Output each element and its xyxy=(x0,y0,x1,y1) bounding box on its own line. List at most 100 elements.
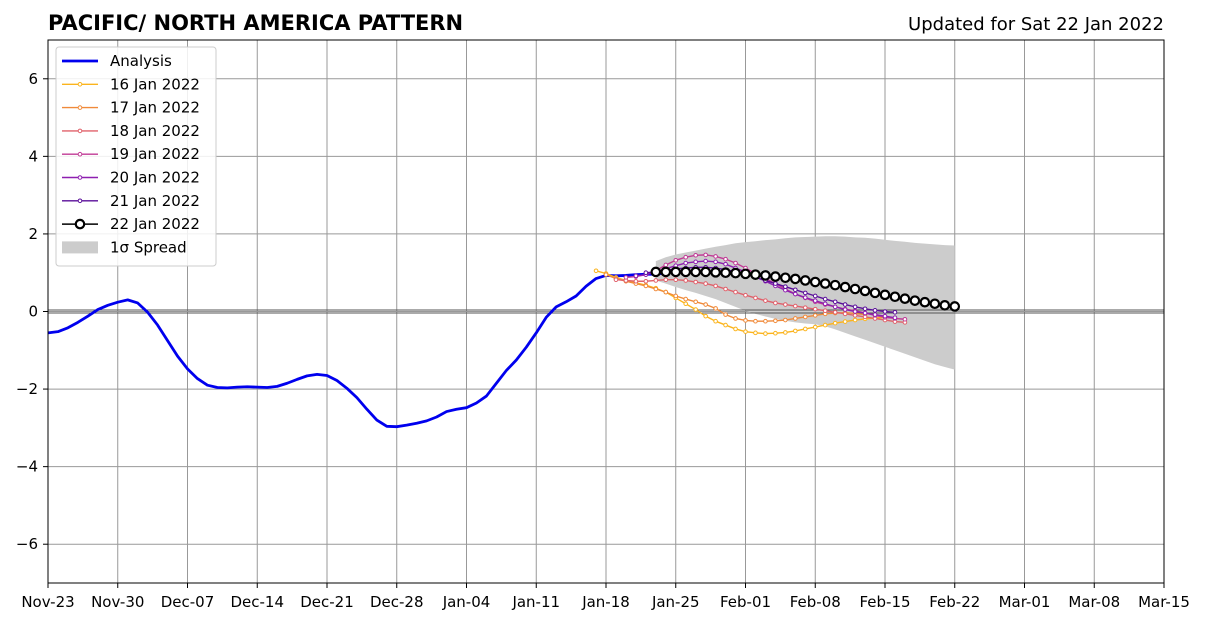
legend-marker xyxy=(77,175,83,180)
series-point xyxy=(862,306,868,312)
series-point xyxy=(822,322,828,328)
x-tick-label: Jan-25 xyxy=(651,593,700,611)
series-point xyxy=(733,326,738,332)
series-point xyxy=(673,293,679,299)
x-tick-label: Mar-08 xyxy=(1068,593,1120,611)
series-point xyxy=(832,309,838,315)
series-point xyxy=(902,316,908,322)
series-point xyxy=(842,307,848,312)
series-point xyxy=(703,313,708,319)
series-point xyxy=(879,289,891,301)
legend-label: 17 Jan 2022 xyxy=(110,99,200,117)
x-tick-label: Jan-11 xyxy=(511,593,560,611)
x-tick-label: Dec-14 xyxy=(230,593,284,611)
series-point xyxy=(713,318,718,324)
x-tick-label: Jan-04 xyxy=(442,593,491,611)
series-point xyxy=(802,290,808,296)
series-point xyxy=(852,313,858,318)
series-point xyxy=(793,303,798,309)
series-point xyxy=(733,260,738,266)
series-point xyxy=(859,285,871,297)
series-point xyxy=(822,296,828,302)
legend: Analysis 16 Jan 2022 17 Jan 2022 18 Jan 202… xyxy=(55,46,217,267)
legend-label: 18 Jan 2022 xyxy=(110,122,200,140)
series-point xyxy=(760,270,771,281)
series-point xyxy=(812,306,818,312)
series-point xyxy=(773,281,778,286)
y-tick-label: −4 xyxy=(16,458,38,476)
chart-title: PACIFIC/ NORTH AMERICA PATTERN xyxy=(48,11,463,35)
series-point xyxy=(593,268,599,274)
series-point xyxy=(802,305,808,310)
series-point xyxy=(743,292,748,298)
legend-entry: 17 Jan 2022 xyxy=(62,99,200,117)
series-point xyxy=(643,283,649,289)
series-point xyxy=(783,284,788,289)
legend-entry: 22 Jan 2022 xyxy=(62,215,200,233)
series-point xyxy=(723,322,728,328)
x-tick-label: Mar-01 xyxy=(999,593,1051,611)
series-point xyxy=(663,262,669,268)
series-point xyxy=(862,314,868,320)
series-point xyxy=(882,313,888,319)
series-point xyxy=(680,266,692,278)
series-point xyxy=(819,278,831,289)
legend-entry: 20 Jan 2022 xyxy=(62,169,200,187)
series-point xyxy=(763,298,768,303)
series-point xyxy=(673,258,679,263)
series-point xyxy=(812,313,818,318)
legend-label: 1σ Spread xyxy=(110,238,187,256)
series-point xyxy=(740,268,751,280)
series-point xyxy=(683,254,689,260)
series-point xyxy=(753,330,758,336)
series-point xyxy=(919,296,931,308)
legend-label: 21 Jan 2022 xyxy=(110,192,200,210)
x-tick-label: Feb-08 xyxy=(790,593,841,611)
series-point xyxy=(790,273,801,285)
series-point xyxy=(842,319,848,324)
series-point xyxy=(852,304,858,310)
series-point xyxy=(723,286,728,292)
series-point xyxy=(799,275,811,286)
y-tick-label: −2 xyxy=(16,380,38,398)
series-point xyxy=(852,309,858,314)
series-point xyxy=(832,320,838,326)
legend-box xyxy=(55,46,217,267)
series-point xyxy=(723,256,728,262)
series-point xyxy=(802,326,808,332)
spread-layer xyxy=(655,236,955,370)
y-tick-label: 2 xyxy=(28,225,38,243)
series-point xyxy=(793,291,798,297)
series-point xyxy=(720,267,731,279)
zero-line-layer xyxy=(48,309,1164,314)
series-point xyxy=(892,315,898,321)
series-point xyxy=(670,266,682,278)
series-point xyxy=(809,276,821,288)
series-point xyxy=(730,267,741,279)
x-tick-label: Dec-28 xyxy=(370,593,424,611)
legend-label: 16 Jan 2022 xyxy=(110,75,200,93)
series-point xyxy=(703,281,708,286)
legend-label: 19 Jan 2022 xyxy=(110,145,200,163)
series-point xyxy=(653,286,659,292)
series-point xyxy=(703,302,708,307)
legend-marker xyxy=(77,198,83,204)
series-point xyxy=(700,266,711,278)
series-point xyxy=(753,318,758,324)
series-point xyxy=(750,269,761,280)
series-point xyxy=(663,277,669,282)
legend-label: Analysis xyxy=(110,52,172,70)
series-point xyxy=(713,259,718,265)
series-point xyxy=(899,293,911,305)
series-point xyxy=(909,295,921,306)
series-point xyxy=(783,302,788,307)
series-point xyxy=(603,272,609,277)
series-point xyxy=(713,254,718,259)
series-line xyxy=(47,271,667,429)
series-point xyxy=(842,302,848,307)
series-point xyxy=(663,289,669,295)
series-point xyxy=(683,260,689,266)
series-point xyxy=(703,258,708,264)
legend-label: 20 Jan 2022 xyxy=(110,169,200,187)
x-tick-label: Dec-07 xyxy=(161,593,215,611)
